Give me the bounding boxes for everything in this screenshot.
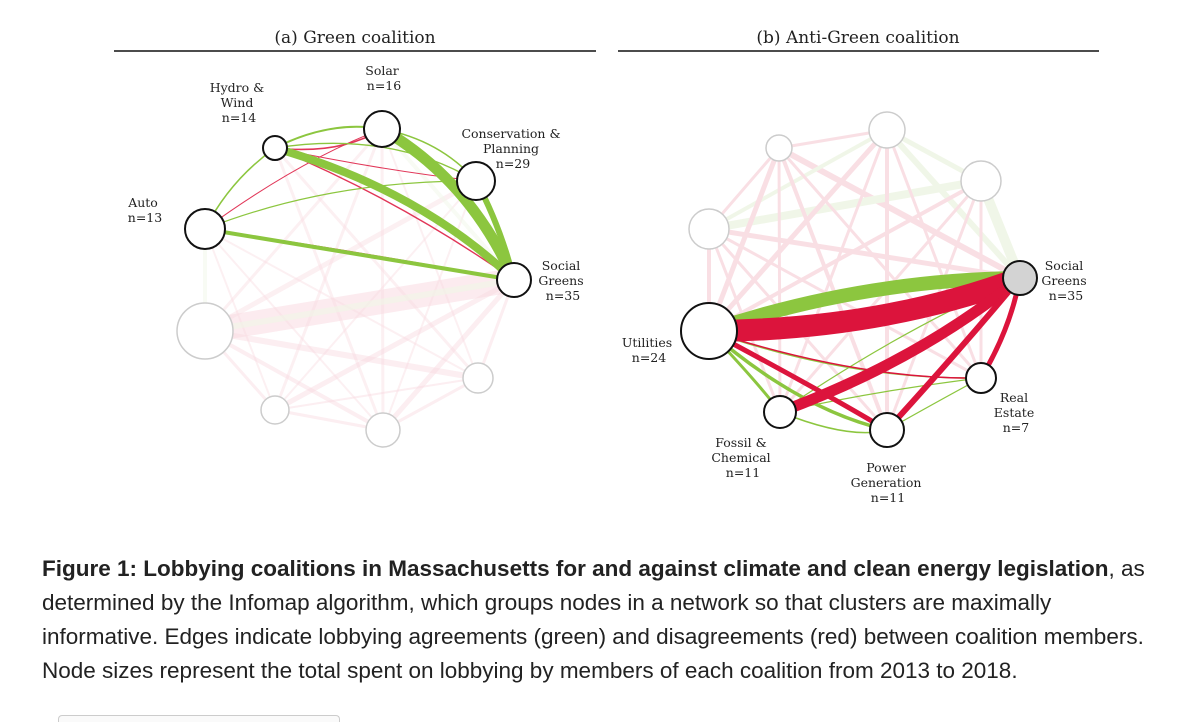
label-real-estate: Real Estate n=7 bbox=[994, 390, 1038, 435]
edge-faint bbox=[777, 146, 983, 380]
panel-anti-green-coalition: (b) Anti-Green coalition bbox=[618, 28, 1099, 505]
label-hydro-wind: Hydro & Wind n=14 bbox=[210, 80, 269, 125]
edge-faint bbox=[706, 226, 1023, 281]
edge-faint bbox=[203, 329, 385, 432]
edge-faint bbox=[273, 146, 480, 380]
panel-title-anti-green: (b) Anti-Green coalition bbox=[756, 28, 959, 48]
label-auto: Auto n=13 bbox=[127, 195, 162, 225]
caption-title: Figure 1: Lobbying coalitions in Massach… bbox=[42, 556, 1109, 581]
node-muted bbox=[868, 111, 906, 149]
node-muted bbox=[960, 160, 1002, 202]
edge-faint bbox=[707, 128, 889, 231]
label-social-greens: Social Greens n=35 bbox=[538, 258, 587, 303]
edge-faint bbox=[273, 127, 384, 412]
edge-faint bbox=[380, 127, 385, 432]
edge-agreement bbox=[204, 180, 477, 230]
edge-disagreement bbox=[204, 128, 383, 230]
label-solar: Solar n=16 bbox=[365, 63, 403, 93]
label-social-greens: Social Greens n=35 bbox=[1041, 258, 1090, 303]
panel-green-coalition: (a) Green coalition bbox=[114, 28, 596, 448]
edge-faint bbox=[273, 146, 385, 432]
edge-disagreement bbox=[698, 267, 1031, 342]
edge-faint bbox=[274, 377, 479, 411]
edge-faint bbox=[707, 227, 983, 380]
panel-title-green: (a) Green coalition bbox=[274, 28, 435, 48]
edge-faint bbox=[884, 127, 1023, 281]
edge-faint bbox=[778, 128, 889, 414]
edge-faint bbox=[204, 228, 276, 411]
node-social-greens bbox=[496, 262, 532, 298]
caption-body: , as determined by the Infomap algorithm… bbox=[42, 556, 1145, 683]
edge-faint bbox=[193, 268, 526, 343]
edge-faint bbox=[381, 376, 480, 432]
edges-green bbox=[193, 123, 526, 433]
node-utilities bbox=[680, 302, 738, 360]
edge-disagreement bbox=[708, 330, 982, 379]
scroll-edge-tab bbox=[58, 715, 340, 722]
edge-faint bbox=[777, 146, 889, 432]
edge-faint bbox=[202, 328, 481, 381]
edge-faint bbox=[380, 127, 516, 282]
label-fossil-chemical: Fossil & Chemical n=11 bbox=[711, 435, 774, 480]
edges-anti-green bbox=[698, 127, 1031, 434]
labels-green: Solar n=16 Conservation & Planning n=29 … bbox=[127, 63, 587, 303]
edge-agreement bbox=[702, 271, 1027, 338]
node-auto bbox=[184, 208, 226, 250]
node-hydro-wind bbox=[262, 135, 288, 161]
edge-disagreement bbox=[884, 275, 1023, 433]
node-conservation bbox=[456, 161, 496, 201]
edge-faint bbox=[380, 277, 517, 433]
node-real-estate bbox=[965, 362, 997, 394]
edge-faint bbox=[777, 146, 782, 414]
figure-caption: Figure 1: Lobbying coalitions in Massach… bbox=[42, 552, 1162, 688]
coalition-network-figure: (a) Green coalition bbox=[114, 28, 1099, 505]
labels-anti-green: Social Greens n=35 Real Estate n=7 Power… bbox=[622, 258, 1090, 505]
edge-disagreement bbox=[774, 272, 1026, 418]
nodes-anti-green bbox=[680, 111, 1038, 448]
edge-faint bbox=[204, 228, 384, 431]
edge-disagreement bbox=[706, 328, 890, 433]
edge-agreement bbox=[203, 227, 516, 282]
edge-faint bbox=[706, 127, 890, 334]
node-muted bbox=[462, 362, 494, 394]
edge-faint bbox=[382, 180, 477, 431]
node-power-generation bbox=[869, 412, 905, 448]
edge-faint bbox=[778, 179, 983, 414]
edge-faint bbox=[202, 277, 517, 334]
nodes-green bbox=[176, 110, 532, 448]
node-muted bbox=[365, 412, 401, 448]
node-solar bbox=[363, 110, 401, 148]
node-social-greens bbox=[1002, 260, 1038, 296]
edge-faint bbox=[707, 179, 983, 333]
edge-faint bbox=[705, 177, 985, 233]
label-utilities: Utilities n=24 bbox=[622, 335, 676, 365]
node-muted bbox=[688, 208, 730, 250]
edge-agreement bbox=[376, 123, 520, 286]
edge-faint bbox=[272, 277, 517, 413]
label-power-generation: Power Generation n=11 bbox=[851, 460, 926, 505]
edge-faint bbox=[204, 228, 479, 379]
edge-faint bbox=[885, 128, 983, 380]
node-muted bbox=[765, 134, 793, 162]
edge-faint bbox=[706, 145, 782, 334]
node-muted bbox=[260, 395, 290, 425]
node-muted bbox=[176, 302, 234, 360]
edge-agreement bbox=[271, 144, 518, 284]
node-fossil-chemical bbox=[763, 395, 797, 429]
edge-faint bbox=[273, 408, 385, 432]
edge-faint bbox=[202, 178, 479, 334]
label-conservation: Conservation & Planning n=29 bbox=[461, 126, 564, 171]
